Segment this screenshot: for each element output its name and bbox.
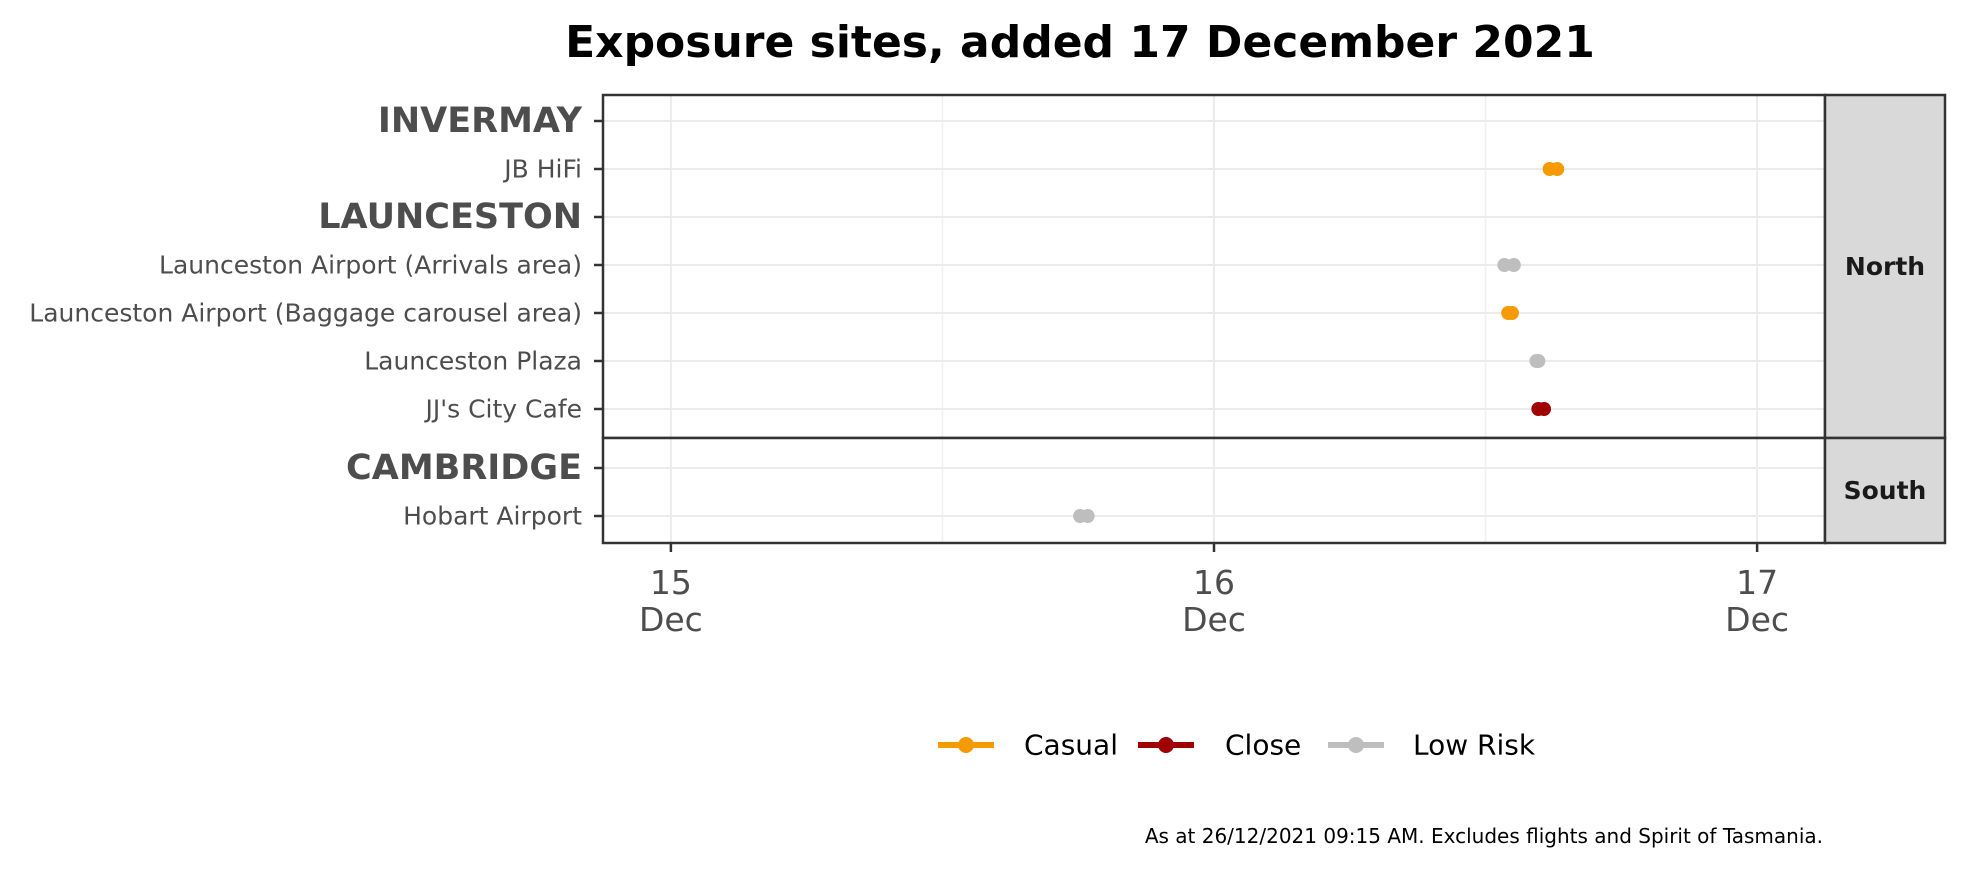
- exposure-end-point: [1080, 509, 1095, 523]
- x-tick-label: 17: [1736, 563, 1778, 602]
- x-tick-label: Dec: [1182, 600, 1246, 639]
- chart-caption: As at 26/12/2021 09:15 AM. Excludes flig…: [1145, 824, 1823, 848]
- group-header-label: CAMBRIDGE: [346, 448, 582, 488]
- facet-strip-label: North: [1845, 252, 1925, 281]
- group-header-label: INVERMAY: [378, 101, 583, 141]
- exposure-end-point: [1504, 306, 1519, 320]
- exposure-end-point: [1506, 258, 1521, 272]
- exposure-end-point: [1550, 162, 1565, 176]
- chart-title: Exposure sites, added 17 December 2021: [565, 17, 1595, 68]
- legend-key-point: [1158, 737, 1174, 753]
- site-label: JB HiFi: [502, 155, 582, 184]
- site-label: Launceston Airport (Baggage carousel are…: [29, 299, 582, 328]
- site-label: Launceston Airport (Arrivals area): [159, 251, 582, 280]
- facet-strip: [1823, 436, 1947, 545]
- plot-area: INVERMAY JB HiFi LAUNCESTON Launceston Airp…: [29, 93, 1947, 639]
- legend: Casual Close Low Risk: [938, 729, 1536, 762]
- x-tick-label: Dec: [639, 600, 703, 639]
- legend-label: Close: [1225, 729, 1301, 762]
- exposure-end-point: [1531, 354, 1546, 368]
- site-label: Launceston Plaza: [364, 347, 582, 376]
- exposure-end-point: [1537, 402, 1552, 416]
- legend-key-point: [1348, 737, 1364, 753]
- site-label: JJ's City Cafe: [424, 395, 583, 424]
- group-header-label: LAUNCESTON: [318, 197, 582, 237]
- facet-strip-label: South: [1844, 476, 1927, 505]
- legend-label: Low Risk: [1413, 729, 1536, 762]
- site-label: Hobart Airport: [403, 502, 582, 531]
- legend-label: Casual: [1024, 729, 1118, 762]
- x-tick-label: 16: [1193, 563, 1235, 602]
- legend-key-point: [958, 737, 974, 753]
- x-tick-label: 15: [650, 563, 692, 602]
- x-tick-label: Dec: [1725, 600, 1789, 639]
